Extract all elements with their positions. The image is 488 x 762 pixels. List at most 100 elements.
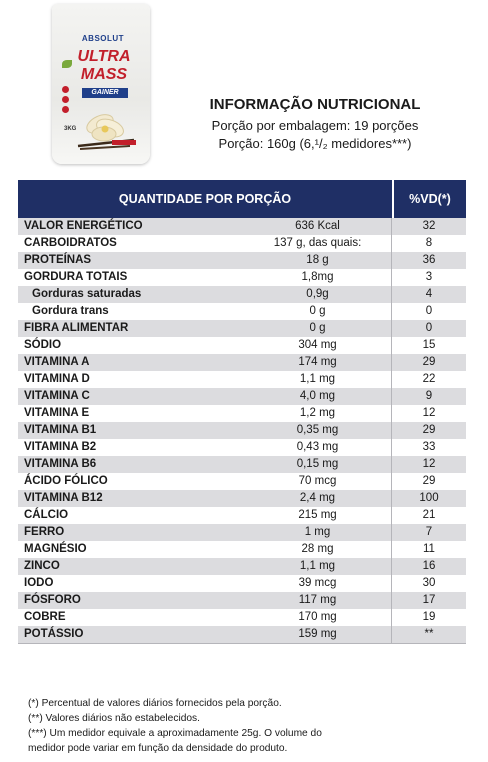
table-row: SÓDIO 304 mg 15 — [18, 337, 466, 354]
nutrient-vd: 0 — [425, 305, 433, 317]
footnote-scoop: (***) Um medidor equivale a aproximadame… — [28, 728, 322, 739]
product-brand: ABSOLUT — [81, 34, 125, 43]
nutrient-quantity: 636 Kcal — [244, 218, 392, 235]
nutrient-vd: 7 — [425, 526, 433, 538]
nutrition-heading: INFORMAÇÃO NUTRICIONAL Porção por embala… — [150, 96, 480, 154]
nutrient-vd: 12 — [422, 407, 436, 419]
nutrient-vd: 100 — [419, 492, 439, 504]
product-name-line3: GAINER — [82, 88, 128, 98]
nutrient-quantity: 28 mg — [244, 541, 392, 558]
nutrient-quantity: 117 mg — [244, 592, 392, 609]
nutrient-name: ÁCIDO FÓLICO — [24, 475, 108, 487]
nutrient-name: FERRO — [24, 526, 65, 538]
nutrition-table: QUANTIDADE POR PORÇÃO %VD(*) VALOR ENERG… — [18, 180, 466, 644]
nutrient-name: VITAMINA B1 — [24, 424, 97, 436]
product-weight: 3KG — [64, 126, 77, 132]
table-row: POTÁSSIO 159 mg ** — [18, 626, 466, 643]
product-image: ABSOLUT ULTRA MASS GAINER 3KG — [52, 4, 150, 172]
nutrient-vd: 36 — [422, 254, 436, 266]
nutrient-vd: 29 — [422, 356, 436, 368]
nutrient-name: VALOR ENERGÉTICO — [24, 220, 143, 232]
table-row: ZINCO 1,1 mg 16 — [18, 558, 466, 575]
nutrient-vd: 9 — [425, 390, 433, 402]
nutrient-vd: 33 — [422, 441, 436, 453]
nutrient-name: VITAMINA A — [24, 356, 90, 368]
footnotes: (*) Percentual de valores diários fornec… — [28, 696, 468, 756]
nutrient-name: CARBOIDRATOS — [24, 237, 117, 249]
nutrient-name: Gorduras saturadas — [32, 288, 142, 300]
servings-per-package: Porção por embalagem: 19 porções — [211, 118, 419, 133]
nutrient-vd: 16 — [422, 560, 436, 572]
nutrient-quantity: 137 g, das quais: — [244, 235, 392, 252]
table-row: FÓSFORO 117 mg 17 — [18, 592, 466, 609]
footnote-scoop-cont: medidor pode variar em função da densida… — [28, 743, 288, 754]
nutrient-name: FIBRA ALIMENTAR — [24, 322, 129, 334]
nutrient-vd: 8 — [425, 237, 433, 249]
table-row: IODO 39 mcg 30 — [18, 575, 466, 592]
nutrient-name: MAGNÉSIO — [24, 543, 87, 555]
nutrient-quantity: 0 g — [244, 320, 392, 337]
nutrient-vd: 29 — [422, 424, 436, 436]
nutrient-name: COBRE — [24, 611, 66, 623]
table-row: VITAMINA A 174 mg 29 — [18, 354, 466, 371]
table-row: VITAMINA B6 0,15 mg 12 — [18, 456, 466, 473]
nutrient-vd: 17 — [422, 594, 436, 606]
flavor-stripe — [112, 140, 136, 145]
nutrient-quantity: 215 mg — [244, 507, 392, 524]
nutrient-quantity: 159 mg — [244, 626, 392, 643]
nutrient-vd: 30 — [422, 577, 436, 589]
nutrient-name: VITAMINA B6 — [24, 458, 97, 470]
table-row: GORDURA TOTAIS 1,8mg 3 — [18, 269, 466, 286]
nutrient-name: VITAMINA B2 — [24, 441, 97, 453]
table-row: VITAMINA E 1,2 mg 12 — [18, 405, 466, 422]
nutrient-vd: 21 — [422, 509, 436, 521]
nutrient-quantity: 1,8mg — [244, 269, 392, 286]
nutrient-vd: 19 — [422, 611, 436, 623]
nutrient-vd: 12 — [422, 458, 436, 470]
table-row: VITAMINA B1 0,35 mg 29 — [18, 422, 466, 439]
serving-size: Porção: 160g (6,¹/₂ medidores***) — [218, 136, 412, 151]
nutrient-quantity: 1,2 mg — [244, 405, 392, 422]
page-title: INFORMAÇÃO NUTRICIONAL — [209, 96, 421, 113]
nutrient-vd: 0 — [425, 322, 433, 334]
table-row: VITAMINA C 4,0 mg 9 — [18, 388, 466, 405]
nutrient-quantity: 1,1 mg — [244, 558, 392, 575]
vanilla-flower-icon — [77, 114, 135, 150]
nutrient-name: POTÁSSIO — [24, 628, 84, 640]
nutrient-quantity: 0,9g — [244, 286, 392, 303]
table-row: CÁLCIO 215 mg 21 — [18, 507, 466, 524]
nutrient-quantity: 304 mg — [244, 337, 392, 354]
nutrient-quantity: 0,43 mg — [244, 439, 392, 456]
nutrient-vd: 3 — [425, 271, 433, 283]
nutrient-name: VITAMINA B12 — [24, 492, 103, 504]
table-row: FERRO 1 mg 7 — [18, 524, 466, 541]
nutrient-vd: ** — [424, 628, 434, 640]
nutrient-quantity: 0,35 mg — [244, 422, 392, 439]
nutrient-quantity: 0 g — [244, 303, 392, 320]
nutrient-quantity: 2,4 mg — [244, 490, 392, 507]
nutrient-quantity: 39 mcg — [244, 575, 392, 592]
nutrient-name: IODO — [24, 577, 54, 589]
product-name-line1: ULTRA — [77, 48, 131, 65]
table-row: PROTEÍNAS 18 g 36 — [18, 252, 466, 269]
header-vd: %VD(*) — [409, 192, 451, 206]
nutrient-quantity: 1 mg — [244, 524, 392, 541]
nutrient-name: VITAMINA E — [24, 407, 90, 419]
nutrient-quantity: 18 g — [244, 252, 392, 269]
table-row: FIBRA ALIMENTAR 0 g 0 — [18, 320, 466, 337]
nutrient-vd: 32 — [422, 220, 436, 232]
nutrient-name: VITAMINA D — [24, 373, 90, 385]
nutrient-name: FÓSFORO — [24, 594, 81, 606]
nutrient-name: VITAMINA C — [24, 390, 90, 402]
nutrient-quantity: 4,0 mg — [244, 388, 392, 405]
nutrient-quantity: 1,1 mg — [244, 371, 392, 388]
table-row: MAGNÉSIO 28 mg 11 — [18, 541, 466, 558]
table-row: CARBOIDRATOS 137 g, das quais: 8 — [18, 235, 466, 252]
nutrient-quantity: 0,15 mg — [244, 456, 392, 473]
table-row: VITAMINA B12 2,4 mg 100 — [18, 490, 466, 507]
nutrient-name: GORDURA TOTAIS — [24, 271, 128, 283]
table-header: QUANTIDADE POR PORÇÃO %VD(*) — [18, 180, 466, 218]
leaf-icon — [62, 60, 72, 68]
product-name-line2: MASS — [80, 66, 128, 83]
table-row: ÁCIDO FÓLICO 70 mcg 29 — [18, 473, 466, 490]
